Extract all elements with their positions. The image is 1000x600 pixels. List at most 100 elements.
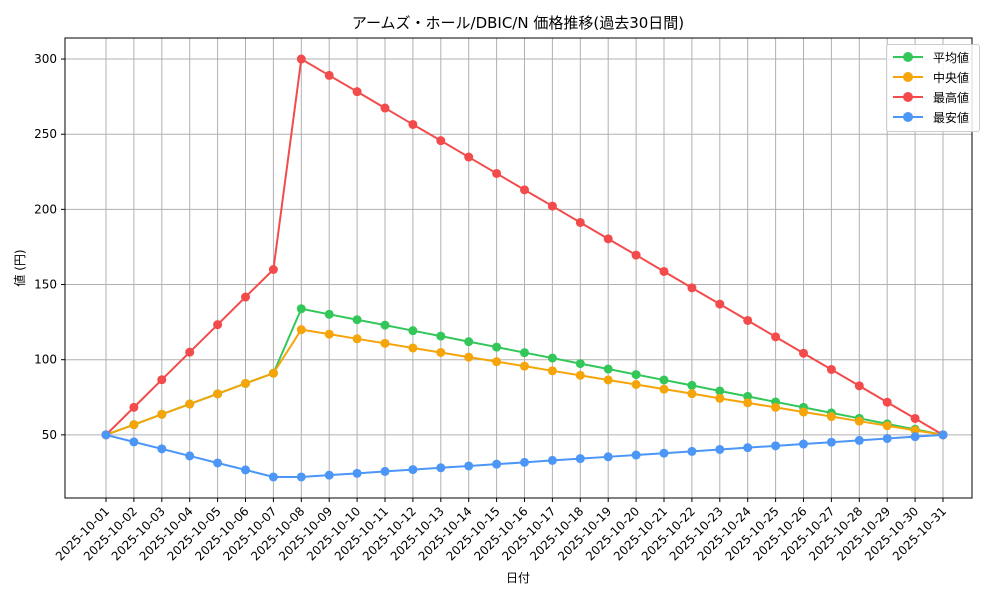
data-point: [101, 430, 111, 440]
data-point: [547, 455, 557, 465]
data-point: [575, 217, 585, 227]
chart-title: アームズ・ホール/DBIC/N 価格推移(過去30日間): [352, 14, 684, 32]
y-tick-label: 50: [42, 428, 57, 442]
series-最高値: [101, 54, 948, 440]
data-point: [296, 325, 306, 335]
data-point: [715, 299, 725, 309]
data-point: [324, 470, 334, 480]
data-point: [687, 389, 697, 399]
data-point: [268, 472, 278, 482]
data-point: [408, 119, 418, 129]
data-point: [380, 466, 390, 476]
data-point: [185, 451, 195, 461]
data-point: [436, 331, 446, 341]
legend-label: 最高値: [933, 90, 970, 105]
data-point: [854, 381, 864, 391]
data-point: [631, 250, 641, 260]
data-point: [603, 234, 613, 244]
series-lines: [101, 54, 948, 482]
data-point: [352, 315, 362, 325]
data-point: [743, 315, 753, 325]
data-point: [380, 103, 390, 113]
x-axis-ticks: 2025-10-012025-10-022025-10-032025-10-04…: [53, 498, 949, 563]
legend-item-max: 最高値: [893, 87, 969, 107]
y-axis-label: 値 (円): [12, 249, 27, 286]
data-point: [547, 201, 557, 211]
data-point: [296, 54, 306, 64]
series-最安値: [101, 430, 948, 482]
data-point: [213, 320, 223, 330]
data-point: [296, 304, 306, 314]
data-point: [185, 399, 195, 409]
data-point: [324, 309, 334, 319]
data-point: [575, 370, 585, 380]
legend-label: 平均値: [933, 50, 970, 65]
data-point: [687, 380, 697, 390]
data-point: [603, 375, 613, 385]
data-point: [799, 407, 808, 417]
data-point: [268, 368, 278, 378]
data-point: [464, 352, 474, 362]
data-point: [659, 375, 669, 385]
data-point: [715, 386, 725, 396]
data-point: [268, 265, 278, 275]
data-point: [882, 397, 892, 407]
legend-label: 中央値: [933, 70, 970, 85]
data-point: [520, 348, 529, 358]
data-point: [157, 444, 167, 454]
data-point: [882, 433, 892, 443]
y-tick-label: 200: [34, 202, 57, 216]
y-tick-label: 100: [34, 353, 57, 367]
data-point: [743, 443, 753, 453]
data-point: [129, 402, 139, 412]
data-point: [826, 412, 836, 422]
data-point: [520, 457, 529, 467]
data-point: [910, 432, 920, 442]
data-point: [436, 463, 446, 473]
data-point: [826, 437, 836, 447]
data-point: [882, 421, 892, 431]
plot-frame: [64, 37, 973, 499]
legend-marker-icon: [893, 111, 923, 123]
data-point: [771, 402, 781, 412]
data-point: [464, 337, 474, 347]
data-point: [296, 472, 306, 482]
data-point: [408, 326, 418, 336]
data-point: [715, 444, 725, 454]
data-point: [352, 87, 362, 97]
series-中央値: [101, 325, 948, 440]
legend-item-min: 最安値: [893, 107, 969, 127]
y-tick-label: 250: [34, 127, 57, 141]
data-point: [938, 430, 948, 440]
data-point: [575, 359, 585, 369]
data-point: [241, 465, 250, 475]
data-point: [631, 380, 641, 390]
data-point: [687, 283, 697, 293]
data-point: [157, 375, 167, 385]
data-point: [603, 364, 613, 374]
y-tick-label: 300: [34, 52, 57, 66]
data-point: [520, 361, 529, 371]
data-point: [352, 468, 362, 478]
legend-label: 最安値: [933, 110, 970, 125]
data-point: [659, 266, 669, 276]
data-point: [687, 446, 697, 456]
data-point: [129, 437, 139, 447]
data-point: [185, 347, 195, 357]
legend-marker-icon: [893, 91, 923, 103]
data-point: [241, 378, 250, 388]
data-point: [352, 334, 362, 344]
data-point: [436, 136, 446, 146]
data-point: [743, 391, 753, 401]
data-point: [492, 342, 502, 352]
data-point: [492, 459, 502, 469]
data-point: [324, 70, 334, 80]
data-point: [854, 416, 864, 426]
data-point: [715, 393, 725, 403]
data-point: [520, 185, 529, 195]
data-point: [910, 413, 920, 423]
legend-marker-icon: [893, 51, 923, 63]
data-point: [157, 409, 167, 419]
data-point: [213, 389, 223, 399]
